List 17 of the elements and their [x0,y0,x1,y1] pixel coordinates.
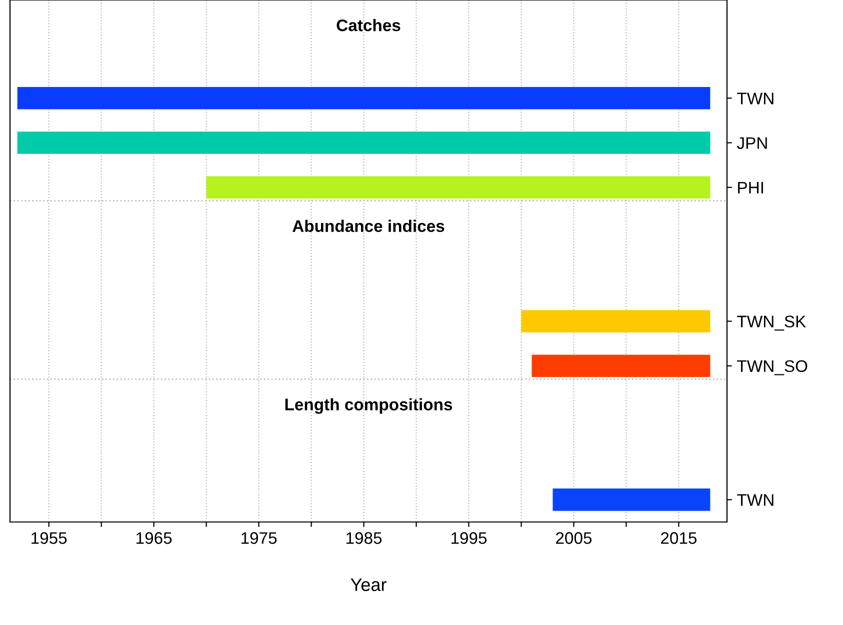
y-tick-label: TWN_SK [737,316,806,331]
x-tick-label: 1955 [32,532,67,544]
x-tick-label: 2005 [556,532,592,544]
annotation: Length compositions [285,398,452,414]
annotation: Catches [336,19,400,32]
x-tick-label: 1985 [346,532,382,544]
x-tick-label: 2015 [661,532,697,544]
annotation: Abundance indices [292,220,444,232]
y-tick-label: TWN [737,92,774,104]
x-tick-label: 1965 [136,532,172,544]
x-tick-label: 1995 [451,532,487,544]
y-tick-label: JPN [736,137,767,149]
x-tick-label: 1975 [242,532,277,544]
x-axis-title: Year [350,578,386,592]
y-tick-label: TWN_SO [737,360,808,376]
y-tick-label: PHI [738,182,763,194]
y-tick-label: TWN [737,494,774,506]
